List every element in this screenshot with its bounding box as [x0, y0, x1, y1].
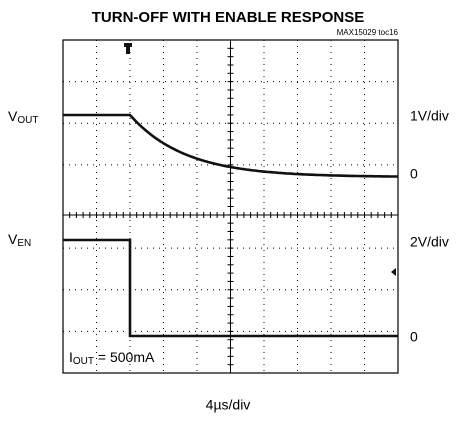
- ven-trace: [63, 238, 398, 338]
- title: TURN-OFF WITH ENABLE RESPONSE: [92, 9, 365, 26]
- zero-label: 0: [410, 166, 418, 182]
- screen-border: [62, 39, 399, 374]
- channel-scale: 1V/div: [410, 108, 449, 124]
- condition: IOUT = 500mA: [69, 349, 155, 367]
- zero-label: 0: [410, 329, 418, 345]
- channel-label: VOUT: [8, 108, 38, 126]
- channel-scale: 2V/div: [410, 234, 449, 250]
- channel-label: VEN: [8, 231, 31, 249]
- vout-trace: [63, 113, 398, 178]
- graticule: [63, 40, 398, 373]
- level-marker: [391, 268, 396, 276]
- figure-id: MAX15029 toc16: [337, 28, 399, 37]
- trigger-marker: [124, 43, 132, 54]
- time-scale: 4µs/div: [206, 397, 251, 413]
